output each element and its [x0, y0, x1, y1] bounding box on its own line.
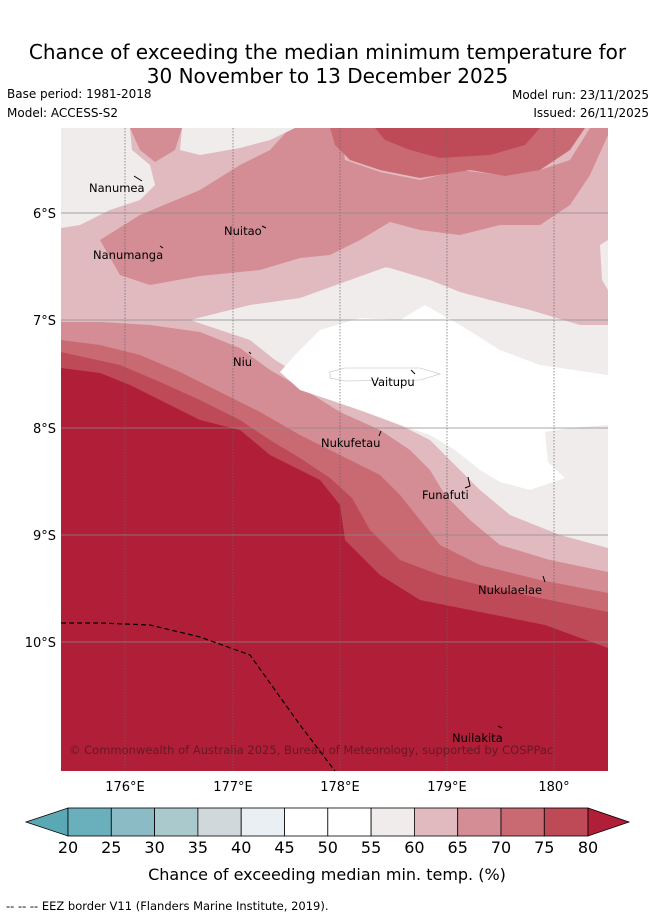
- y-tick: 6°S: [33, 207, 56, 222]
- vaitupu-island: [410, 369, 416, 375]
- place-nukufetau: Nukufetau: [321, 436, 380, 450]
- base-period: Base period: 1981-2018: [7, 87, 152, 101]
- place-labels: Nanumea Nanumanga Nuitao Niu Vaitupu Nuk…: [89, 181, 542, 745]
- issued-date: Issued: 26/11/2025: [533, 106, 649, 120]
- nanumanga-island: [159, 245, 164, 249]
- model-run: Model run: 23/11/2025: [511, 88, 649, 102]
- colorbar-50-55: [327, 807, 372, 837]
- contour-45-55: [280, 305, 608, 490]
- nukufetau-island: [378, 430, 382, 437]
- place-vaitupu: Vaitupu: [371, 375, 415, 389]
- nanumea-island: [133, 175, 143, 182]
- colorbar-65-70: [457, 807, 502, 837]
- colorbar-tick: 20: [58, 838, 78, 857]
- contour-neutral-ne: [600, 240, 608, 290]
- x-tick: 178°E: [320, 780, 360, 795]
- place-nanumea: Nanumea: [89, 181, 145, 195]
- y-tick: 7°S: [33, 314, 56, 329]
- colorbar-55-60: [370, 807, 415, 837]
- colorbar-tick: 55: [361, 838, 381, 857]
- colorbar-ticks: 20 25 30 35 40 45 50 55 60 65 70 75 80: [58, 838, 598, 857]
- place-funafuti: Funafuti: [422, 488, 469, 502]
- y-tick: 10°S: [25, 636, 56, 651]
- place-niu: Niu: [233, 355, 252, 369]
- map-title: Chance of exceeding the median minimum t…: [0, 40, 655, 88]
- colorbar-tick: 40: [231, 838, 251, 857]
- eez-border: [61, 622, 336, 772]
- place-nanumanga: Nanumanga: [93, 248, 163, 262]
- colorbar-tick: 60: [404, 838, 424, 857]
- colorbar-45-50: [284, 807, 329, 837]
- colorbar-tick: 50: [318, 838, 338, 857]
- y-tick: 9°S: [33, 529, 56, 544]
- colorbar-60-65: [413, 807, 459, 837]
- y-axis-ticks: 6°S 7°S 8°S 9°S 10°S: [25, 207, 56, 651]
- colorbar-tick: 35: [188, 838, 208, 857]
- nukulaelae-island: [542, 575, 546, 583]
- nuilakita-island: [497, 725, 503, 729]
- colorbar-30-35: [154, 807, 199, 837]
- colorbar-tick: 30: [144, 838, 164, 857]
- title-line-2: 30 November to 13 December 2025: [146, 64, 509, 88]
- x-axis-ticks: 176°E 177°E 178°E 179°E 180°: [105, 780, 569, 795]
- x-tick: 179°E: [427, 780, 467, 795]
- contour-upper-65-70: [100, 128, 608, 285]
- contour-pink-nw: [130, 128, 182, 162]
- place-nuitao: Nuitao: [224, 224, 262, 238]
- funafuti-island: [464, 476, 471, 489]
- x-tick: 177°E: [213, 780, 253, 795]
- copyright-notice: © Commonwealth of Australia 2025, Bureau…: [69, 743, 553, 757]
- colorbar-tick: 80: [578, 838, 598, 857]
- x-tick: 176°E: [105, 780, 145, 795]
- place-nukulaelae: Nukulaelae: [478, 583, 542, 597]
- contour-upper-75-80: [375, 128, 540, 158]
- graticule: [124, 128, 555, 771]
- colorbar-tick: 25: [101, 838, 121, 857]
- island-outlines: [133, 175, 546, 729]
- colorbar-35-40: [197, 807, 242, 837]
- x-tick: 180°: [538, 780, 569, 795]
- niu-island: [248, 351, 252, 355]
- y-tick: 8°S: [33, 422, 56, 437]
- colorbar-25-30: [110, 807, 156, 837]
- colorbar-tick: 75: [534, 838, 554, 857]
- colorbar-20-25: [67, 807, 112, 837]
- model-name: Model: ACCESS-S2: [7, 106, 119, 120]
- title-line-1: Chance of exceeding the median minimum t…: [28, 40, 627, 64]
- colorbar-tick: 65: [448, 838, 468, 857]
- eez-legend: -- -- -- EEZ border V11 (Flanders Marine…: [6, 899, 329, 913]
- colorbar: [24, 807, 631, 837]
- colorbar-tick: 45: [274, 838, 294, 857]
- colorbar-75-80: [543, 807, 589, 837]
- colorbar-under: [24, 807, 69, 837]
- nuitao-island: [261, 225, 267, 229]
- contour-neutral-nw: [61, 128, 155, 228]
- colorbar-tick: 70: [491, 838, 511, 857]
- graticule-lat: [61, 212, 608, 643]
- place-nuilakita: Nuilakita: [452, 731, 503, 745]
- colorbar-70-75: [500, 807, 545, 837]
- contour-neutral-n: [180, 128, 295, 155]
- colorbar-label: Chance of exceeding median min. temp. (%…: [148, 865, 506, 884]
- contour-field: [61, 128, 608, 771]
- colorbar-40-45: [240, 807, 285, 837]
- colorbar-over: [587, 807, 631, 837]
